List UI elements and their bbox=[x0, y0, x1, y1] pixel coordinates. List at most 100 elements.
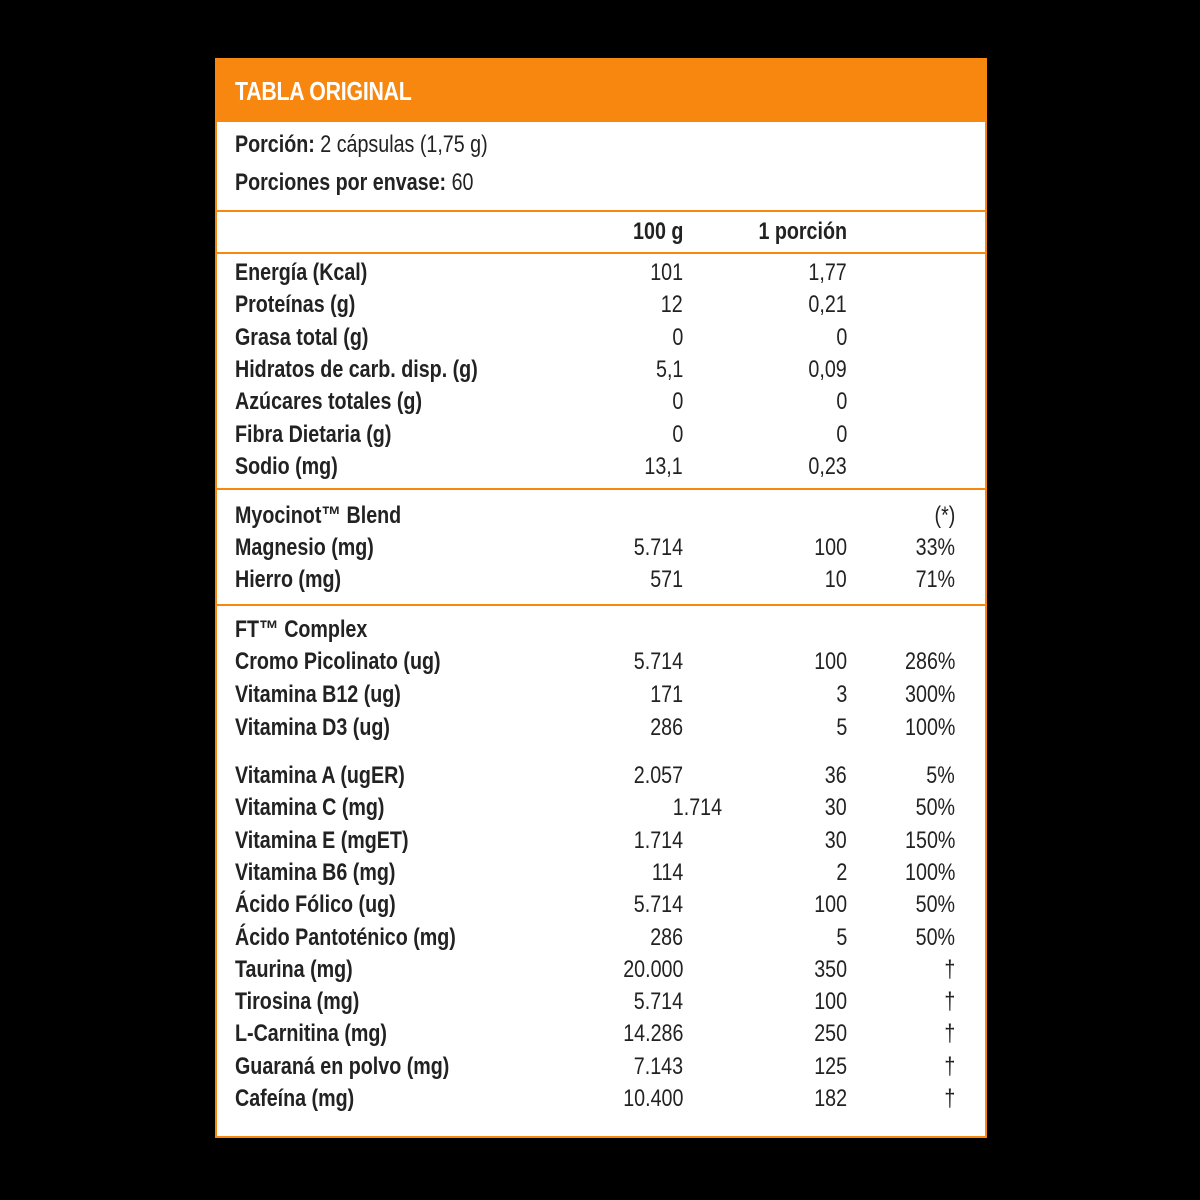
nutrient-name: Sodio (mg) bbox=[235, 452, 338, 480]
nutrient-name: Azúcares totales (g) bbox=[235, 388, 423, 416]
table-row: L-Carnitina (mg) 14.286 250 † bbox=[235, 1020, 975, 1052]
divider bbox=[215, 210, 987, 212]
value-per-portion: 36 bbox=[825, 762, 847, 789]
value-per-portion: 250 bbox=[814, 1020, 847, 1048]
per-container-value: 60 bbox=[451, 169, 474, 196]
nutrient-name: Hierro (mg) bbox=[235, 566, 342, 593]
table-row: Vitamina D3 (ug) 286 5 100% bbox=[235, 714, 975, 746]
value-per-portion: 3 bbox=[836, 681, 847, 708]
table-frame bbox=[215, 122, 987, 1138]
table-row: Vitamina B12 (ug) 171 3 300% bbox=[235, 681, 975, 713]
value-per-100g: 14.286 bbox=[622, 1020, 683, 1048]
table-row: Vitamina C (mg) 1.714 30 50% bbox=[235, 794, 975, 826]
value-per-portion: 182 bbox=[814, 1085, 847, 1112]
divider bbox=[215, 604, 987, 606]
value-per-portion: 30 bbox=[825, 794, 847, 822]
percent-daily-value: † bbox=[944, 1052, 955, 1080]
nutrient-name: Fibra Dietaria (g) bbox=[235, 420, 392, 448]
nutrient-name: Taurina (mg) bbox=[235, 955, 353, 983]
value-per-100g: 7.143 bbox=[633, 1052, 683, 1080]
value-per-portion: 125 bbox=[814, 1052, 847, 1080]
percent-daily-value: 33% bbox=[915, 534, 955, 561]
nutrient-name: Vitamina A (ugER) bbox=[235, 762, 405, 789]
nutrient-name: Ácido Pantoténico (mg) bbox=[235, 923, 456, 951]
table-row: Energía (Kcal) 101 1,77 bbox=[235, 259, 975, 291]
percent-daily-value: 286% bbox=[904, 648, 955, 675]
percent-daily-value: † bbox=[944, 988, 955, 1016]
table-row: Cafeína (mg) 10.400 182 † bbox=[235, 1085, 975, 1117]
portion-label: Porción: bbox=[235, 131, 315, 158]
table-row: Sodio (mg) 13,1 0,23 bbox=[235, 453, 975, 485]
value-per-portion: 0,23 bbox=[808, 452, 847, 480]
section-title-row: FT™ Complex bbox=[235, 616, 975, 648]
percent-daily-value: † bbox=[944, 955, 955, 983]
value-per-100g: 10.400 bbox=[622, 1085, 683, 1112]
value-per-100g: 5.714 bbox=[633, 891, 683, 919]
value-per-100g: 101 bbox=[650, 259, 683, 286]
percent-daily-value: 50% bbox=[915, 891, 955, 919]
percent-daily-value: 71% bbox=[915, 566, 955, 593]
nutrient-name: Proteínas (g) bbox=[235, 291, 356, 319]
value-per-portion: 0,09 bbox=[808, 355, 847, 383]
nutrition-table: TABLA ORIGINAL Porción: 2 cápsulas (1,75… bbox=[215, 58, 987, 1138]
nutrient-name: Vitamina C (mg) bbox=[235, 794, 385, 822]
nutrient-name: Vitamina D3 (ug) bbox=[235, 714, 390, 741]
nutrient-name: Vitamina B12 (ug) bbox=[235, 681, 401, 708]
percent-daily-value: 5% bbox=[926, 762, 955, 789]
value-per-100g: 1.714 bbox=[672, 794, 722, 822]
portion-row: Porción: 2 cápsulas (1,75 g) bbox=[235, 131, 975, 163]
value-per-portion: 2 bbox=[836, 858, 847, 886]
nutrient-name: Magnesio (mg) bbox=[235, 534, 374, 561]
table-title: TABLA ORIGINAL bbox=[235, 76, 412, 106]
value-per-100g: 571 bbox=[650, 566, 683, 593]
table-row: Cromo Picolinato (ug) 5.714 100 286% bbox=[235, 648, 975, 680]
portion-value: 2 cápsulas (1,75 g) bbox=[320, 131, 488, 158]
value-per-portion: 100 bbox=[814, 648, 847, 675]
nutrient-name: Guaraná en polvo (mg) bbox=[235, 1052, 450, 1080]
value-per-portion: 30 bbox=[825, 826, 847, 854]
percent-daily-value: † bbox=[944, 1020, 955, 1048]
value-per-portion: 10 bbox=[825, 566, 847, 593]
table-row: Ácido Pantoténico (mg) 286 5 50% bbox=[235, 924, 975, 956]
value-per-portion: 5 bbox=[836, 923, 847, 951]
nutrient-name: Cromo Picolinato (ug) bbox=[235, 648, 441, 675]
percent-daily-value: 50% bbox=[915, 794, 955, 822]
nutrient-name: Vitamina B6 (mg) bbox=[235, 858, 396, 886]
nutrient-name: Ácido Fólico (ug) bbox=[235, 891, 396, 919]
value-per-portion: 5 bbox=[836, 714, 847, 741]
table-row: Grasa total (g) 0 0 bbox=[235, 324, 975, 356]
table-row: Magnesio (mg) 5.714 100 33% bbox=[235, 534, 975, 566]
value-per-portion: 0,21 bbox=[808, 291, 847, 319]
value-per-100g: 286 bbox=[650, 714, 683, 741]
value-per-100g: 5,1 bbox=[655, 355, 683, 383]
value-per-portion: 100 bbox=[814, 534, 847, 561]
table-row: Fibra Dietaria (g) 0 0 bbox=[235, 421, 975, 453]
table-row: Ácido Fólico (ug) 5.714 100 50% bbox=[235, 891, 975, 923]
percent-daily-value: 50% bbox=[915, 923, 955, 951]
value-per-portion: 0 bbox=[836, 388, 847, 416]
table-row: Hierro (mg) 571 10 71% bbox=[235, 566, 975, 598]
nutrient-name: L-Carnitina (mg) bbox=[235, 1020, 387, 1048]
value-per-100g: 13,1 bbox=[644, 452, 683, 480]
value-per-portion: 350 bbox=[814, 955, 847, 983]
percent-daily-value: † bbox=[944, 1085, 955, 1112]
per-container-row: Porciones por envase: 60 bbox=[235, 169, 975, 201]
value-per-portion: 0 bbox=[836, 420, 847, 448]
table-row: Proteínas (g) 12 0,21 bbox=[235, 291, 975, 323]
value-per-100g: 171 bbox=[650, 681, 683, 708]
value-per-portion: 0 bbox=[836, 323, 847, 351]
value-per-100g: 5.714 bbox=[633, 988, 683, 1016]
percent-daily-value: 150% bbox=[904, 826, 955, 854]
percent-daily-value: 300% bbox=[904, 681, 955, 708]
nutrient-name: Grasa total (g) bbox=[235, 323, 369, 351]
value-per-100g: 5.714 bbox=[633, 648, 683, 675]
value-per-100g: 12 bbox=[661, 291, 683, 319]
column-header-100g: 100 g bbox=[632, 218, 683, 245]
table-row: Taurina (mg) 20.000 350 † bbox=[235, 956, 975, 988]
value-per-100g: 286 bbox=[650, 923, 683, 951]
table-header: TABLA ORIGINAL bbox=[215, 58, 987, 122]
value-per-100g: 0 bbox=[672, 420, 683, 448]
table-row: Guaraná en polvo (mg) 7.143 125 † bbox=[235, 1053, 975, 1085]
footnote-marker: (*) bbox=[934, 502, 955, 529]
nutrient-name: Vitamina E (mgET) bbox=[235, 826, 409, 854]
